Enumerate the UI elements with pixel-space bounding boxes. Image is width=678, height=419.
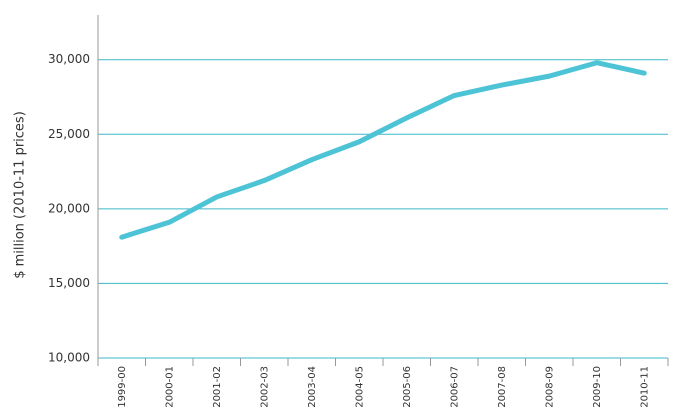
x-tick-label: 2010-11 — [639, 366, 650, 408]
y-tick-label: 10,000 — [48, 351, 90, 365]
y-tick-label: 15,000 — [48, 276, 90, 290]
x-tick-label: 2002-03 — [259, 366, 270, 408]
y-tick-label: 20,000 — [48, 201, 90, 215]
x-tick-label: 1999-00 — [117, 366, 128, 408]
x-tick-label: 2008-09 — [544, 366, 555, 408]
y-tick-label: 30,000 — [48, 52, 90, 66]
x-tick-label: 2006-07 — [449, 366, 460, 408]
line — [119, 60, 647, 240]
x-tick-label: 2004-05 — [354, 366, 365, 408]
x-tick-label: 2003-04 — [307, 366, 318, 408]
x-tick-label: 2005-06 — [402, 366, 413, 408]
x-tick-label: 2001-02 — [212, 366, 223, 408]
y-axis-label: $ million (2010-11 prices) — [13, 111, 28, 279]
x-tick-label: 2007-08 — [497, 366, 508, 408]
x-tick-label: 2000-01 — [164, 366, 175, 408]
x-tick-label: 2009-10 — [592, 366, 603, 408]
y-tick-label: 25,000 — [48, 127, 90, 141]
